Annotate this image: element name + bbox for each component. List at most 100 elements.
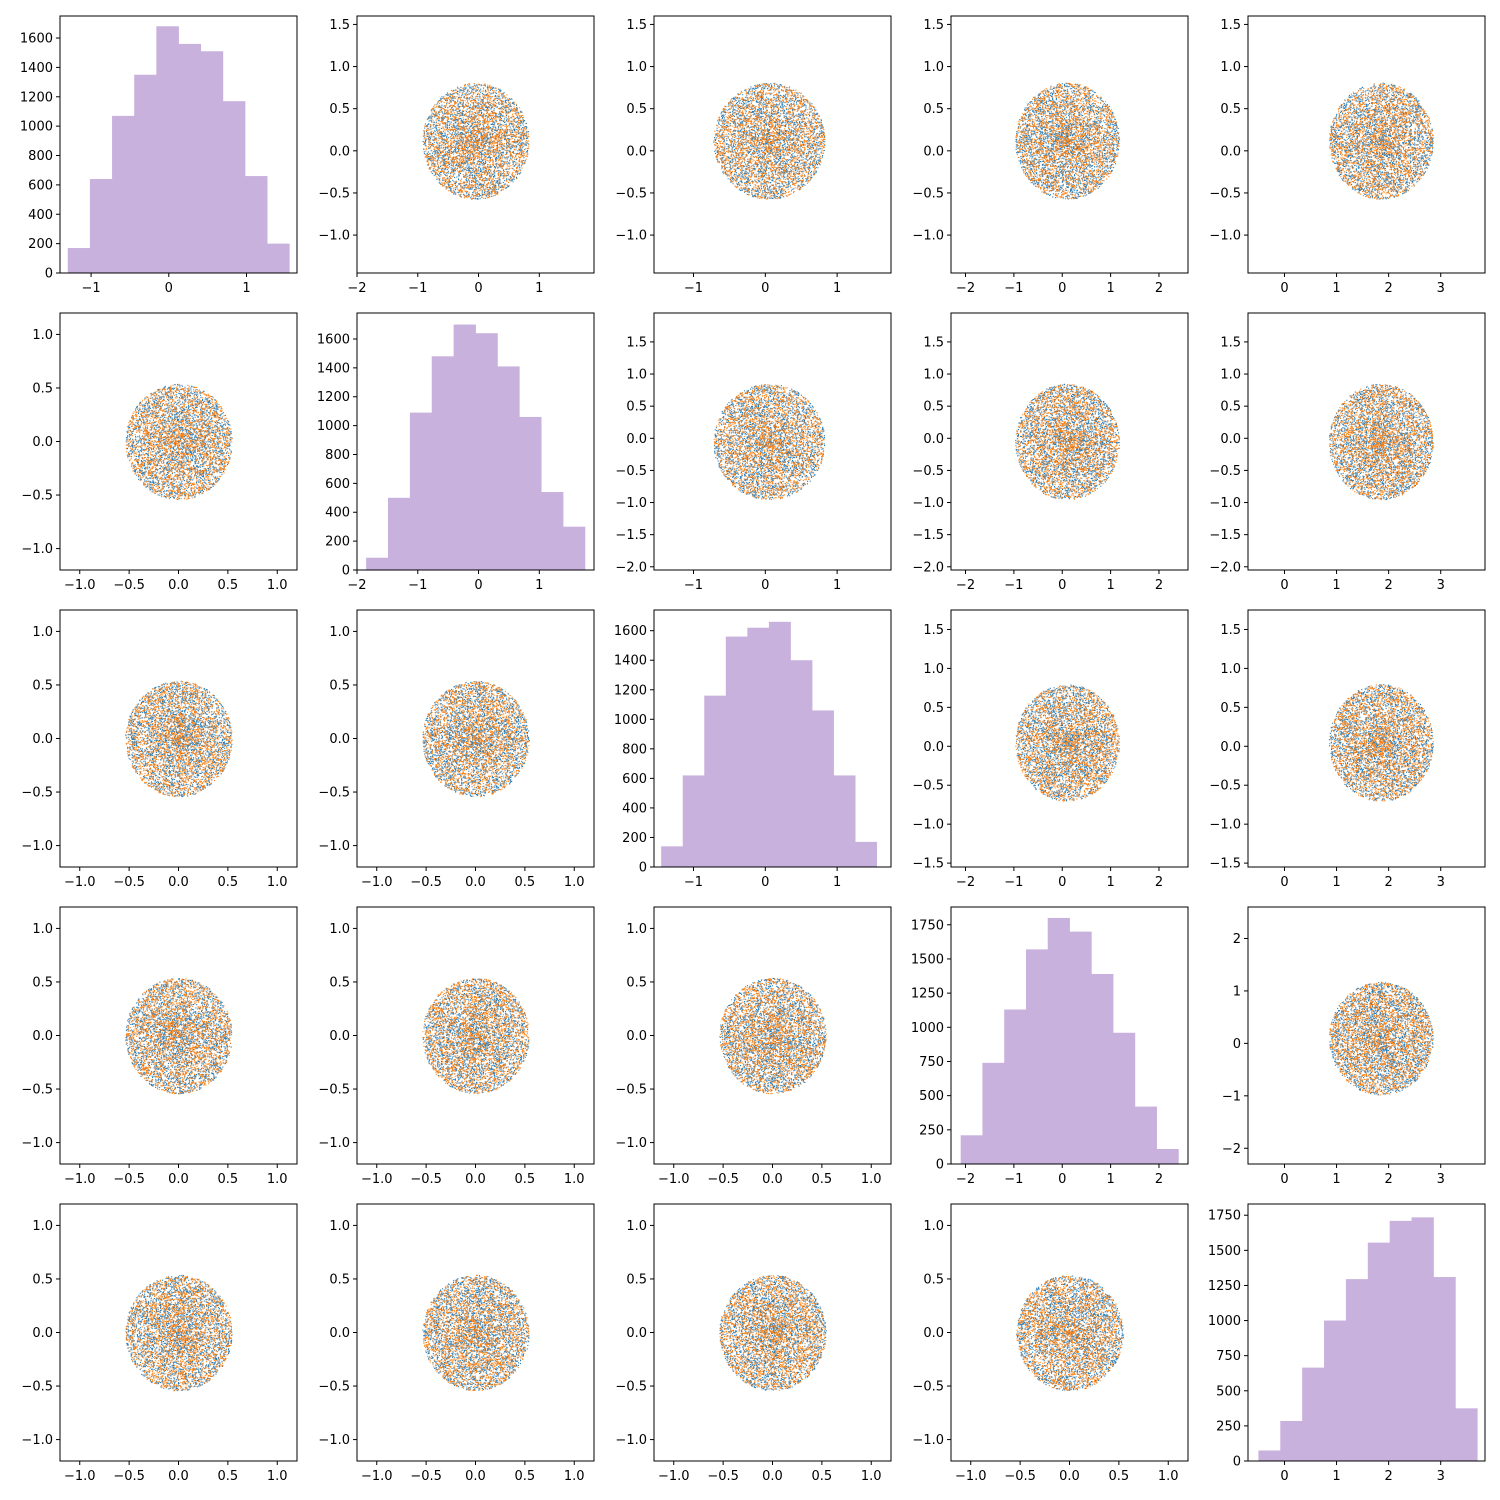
- y-tick-label: −1.5: [1209, 857, 1241, 872]
- scatter-series-b: [1330, 684, 1434, 802]
- x-tick-label: 2: [1384, 578, 1392, 593]
- y-tick-label: 0.5: [923, 1272, 944, 1287]
- x-tick-label: 0.5: [515, 1172, 536, 1187]
- y-tick-label: −1.0: [318, 1433, 350, 1448]
- y-tick-label: 1.0: [626, 922, 647, 937]
- x-tick-label: 0.5: [218, 1469, 239, 1484]
- y-tick-label: 0.5: [32, 381, 53, 396]
- y-tick-label: 1.0: [923, 368, 944, 383]
- x-tick-label: 0: [1058, 875, 1066, 890]
- y-tick-label: 1.0: [923, 60, 944, 75]
- x-tick-label: −1: [1004, 1172, 1023, 1187]
- panel-r4-c2: −1.0 −0.5 0.0 0.5 1.0 −1.0 −0.5 0.0 0.5 1.0: [318, 906, 595, 1187]
- y-tick-label: −2: [1222, 1142, 1241, 1157]
- panel-r1-c3: −1 0 1 −1.0 −0.5 0.0 0.5 1.0 1.5: [615, 15, 892, 296]
- x-tick-label: 1: [535, 281, 543, 296]
- y-tick-label: 250: [1216, 1419, 1241, 1434]
- y-tick-label: 1400: [317, 361, 350, 376]
- histogram-bar: [1258, 1450, 1281, 1461]
- y-tick-label: 1.5: [923, 335, 944, 350]
- x-tick-label: 0.5: [1109, 1469, 1130, 1484]
- scatter-series-a: [1328, 684, 1434, 802]
- histogram-bar: [1004, 1009, 1027, 1164]
- y-tick-label: 1.5: [1220, 18, 1241, 33]
- x-tick-label: 1.0: [564, 875, 585, 890]
- x-tick-label: 0: [1058, 578, 1066, 593]
- panel-r3-c3: −1 0 1 0 200 400 600 800 1000 1200 1400 1600: [614, 609, 892, 890]
- plot-area: [366, 324, 586, 570]
- plot-area: [1258, 1217, 1478, 1461]
- x-tick-label: 0.0: [465, 875, 486, 890]
- histogram-bar: [960, 1135, 983, 1164]
- panel-r4-c4: −2 −1 0 1 2 0 250 500 750 1000 1250 1500 1750: [911, 906, 1189, 1187]
- x-tick-label: −1: [81, 281, 100, 296]
- histogram-bar: [89, 179, 113, 273]
- x-tick-label: 1: [1106, 875, 1114, 890]
- x-tick-label: 2: [1155, 875, 1163, 890]
- y-tick-label: 0.0: [1220, 740, 1241, 755]
- histogram-bar: [1411, 1217, 1434, 1461]
- plot-area: [719, 977, 827, 1095]
- y-tick-label: 0.0: [626, 1029, 647, 1044]
- y-tick-label: 1600: [614, 624, 647, 639]
- y-tick-label: 1400: [20, 61, 53, 76]
- y-tick-label: 1.5: [923, 18, 944, 33]
- y-tick-label: 750: [1216, 1349, 1241, 1364]
- histogram-bar: [563, 526, 586, 570]
- axes-frame: [59, 15, 298, 274]
- x-tick-label: −1.0: [361, 1172, 393, 1187]
- y-tick-label: −1.0: [21, 542, 53, 557]
- plot-area: [1015, 684, 1121, 802]
- panel-r4-c1: −1.0 −0.5 0.0 0.5 1.0 −1.0 −0.5 0.0 0.5 1.0: [21, 906, 298, 1187]
- x-tick-label: −1.0: [64, 1172, 96, 1187]
- y-tick-label: 1.5: [626, 18, 647, 33]
- scatter-series-b: [422, 978, 530, 1095]
- plot-area: [1328, 684, 1434, 802]
- y-tick-label: −1.5: [615, 528, 647, 543]
- y-tick-label: −0.5: [1209, 464, 1241, 479]
- x-tick-label: 0.0: [762, 1469, 783, 1484]
- y-tick-label: −1.5: [912, 528, 944, 543]
- histogram-bar: [1324, 1320, 1347, 1461]
- scatter-series-a: [1015, 82, 1121, 200]
- y-tick-label: 1000: [317, 419, 350, 434]
- y-tick-label: −0.5: [1209, 779, 1241, 794]
- y-tick-label: 1.0: [923, 1219, 944, 1234]
- x-tick-label: 2: [1384, 1469, 1392, 1484]
- x-tick-label: 0: [1280, 1172, 1288, 1187]
- y-tick-label: −2.0: [1209, 560, 1241, 575]
- y-tick-label: 1250: [1208, 1279, 1241, 1294]
- x-tick-label: 3: [1437, 1172, 1445, 1187]
- x-tick-label: 0.0: [168, 578, 189, 593]
- y-tick-label: 1500: [1208, 1244, 1241, 1259]
- panel-r5-c1: −1.0 −0.5 0.0 0.5 1.0 −1.0 −0.5 0.0 0.5 1.0: [21, 1203, 298, 1484]
- histogram-bar: [1069, 931, 1092, 1164]
- y-tick-label: −0.5: [912, 1380, 944, 1395]
- panel-r3-c4: −2 −1 0 1 2 −1.5 −1.0 −0.5 0.0 0.5 1.0 1.5: [912, 609, 1189, 890]
- y-tick-label: −1.0: [912, 496, 944, 511]
- x-tick-label: −1.0: [64, 578, 96, 593]
- y-tick-label: 0.5: [923, 102, 944, 117]
- x-tick-label: −0.5: [410, 1172, 442, 1187]
- x-tick-label: 1: [535, 578, 543, 593]
- y-tick-label: 1.0: [329, 1219, 350, 1234]
- scatter-series-b: [719, 1275, 827, 1391]
- plot-area: [125, 680, 233, 798]
- x-tick-label: −1: [408, 578, 427, 593]
- x-tick-label: −0.5: [113, 1469, 145, 1484]
- axes-frame: [653, 312, 892, 571]
- x-tick-label: −1: [408, 281, 427, 296]
- plot-area: [1329, 981, 1434, 1096]
- y-tick-label: 0: [1233, 1455, 1241, 1470]
- panel-r3-c1: −1.0 −0.5 0.0 0.5 1.0 −1.0 −0.5 0.0 0.5 1.0: [21, 609, 298, 890]
- y-tick-label: 1750: [1208, 1209, 1241, 1224]
- y-tick-label: 800: [325, 448, 350, 463]
- histogram-bar: [178, 43, 202, 273]
- histogram-bar: [1156, 1148, 1179, 1164]
- x-tick-label: −0.5: [707, 1172, 739, 1187]
- y-tick-label: 1000: [614, 713, 647, 728]
- histogram-bar: [366, 557, 389, 570]
- panel-r1-c5: 0 1 2 3 −1.0 −0.5 0.0 0.5 1.0 1.5: [1209, 15, 1486, 296]
- y-tick-label: −2.0: [615, 560, 647, 575]
- panel-r3-c5: 0 1 2 3 −1.5 −1.0 −0.5 0.0 0.5 1.0 1.5: [1209, 609, 1486, 890]
